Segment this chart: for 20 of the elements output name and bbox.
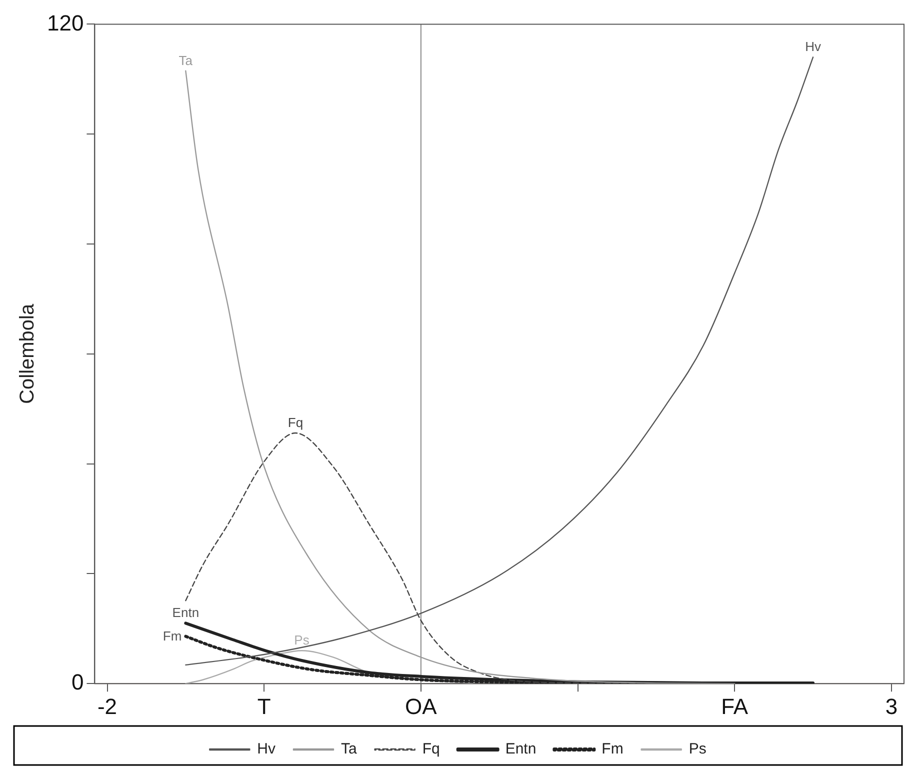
x-tick-label: OA: [405, 694, 438, 719]
legend-label: Fq: [422, 740, 440, 758]
x-tick-label: -2: [97, 694, 118, 719]
text: Hv: [805, 39, 821, 54]
text: Fm: [162, 628, 182, 644]
legend-label: Fm: [602, 740, 624, 758]
x-tick-label: T: [257, 694, 271, 719]
legend-label: Ta: [340, 740, 358, 758]
y-tick-label: 120: [46, 10, 84, 36]
y-axis-title: Collembola: [16, 303, 39, 404]
text: Fq: [288, 415, 304, 430]
y-tick-label: 0: [71, 670, 84, 695]
legend-label: Ps: [688, 740, 706, 758]
text: Ps: [294, 632, 310, 648]
text: Ta: [178, 52, 193, 68]
x-tick-label: 3: [885, 694, 898, 719]
x-tick-label: FA: [721, 694, 748, 719]
legend-label: Hv: [257, 740, 276, 758]
legend-label: Entn: [505, 740, 536, 758]
text: Entn: [172, 605, 200, 620]
